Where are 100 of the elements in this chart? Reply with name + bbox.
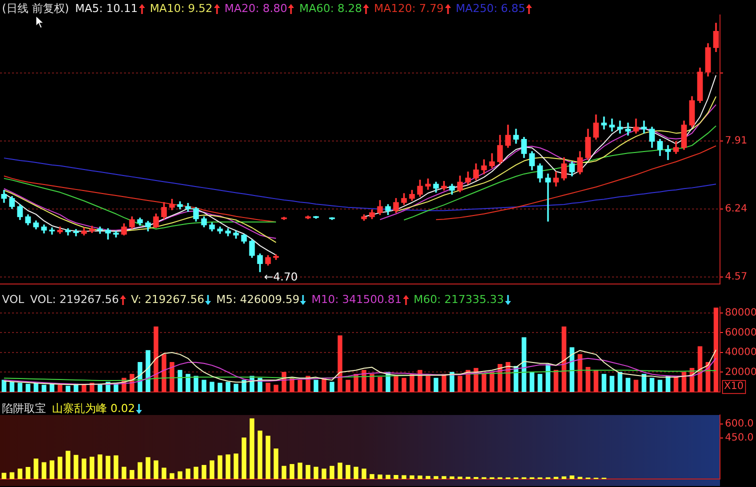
bar [242,438,246,479]
bar [386,474,390,479]
y-tick-label: 6.24 [725,204,748,215]
bar [394,475,398,479]
bar [362,468,366,479]
bar [194,376,198,392]
text: MA250: 6.85 [456,2,526,15]
bar [170,362,174,392]
bar [82,384,86,392]
bar [634,380,638,392]
text: V: 219267.56 [130,293,204,306]
bar [18,468,22,479]
bar [306,464,310,479]
annotation: ←4.70 [264,270,298,284]
bar [346,380,350,392]
bar [546,364,550,392]
bar [538,374,542,392]
bar [562,476,566,479]
bar [2,472,6,479]
bar [554,370,558,392]
y-tick-label: 60000 [725,327,756,338]
bar [186,374,190,392]
bar [90,456,94,479]
bar [578,354,582,392]
bar [50,460,54,479]
y-tick-label: 450.0 [725,432,754,444]
bar [234,454,238,479]
chart-title: VOL [2,293,24,306]
bar [330,382,334,392]
bar [442,374,446,392]
bar [2,380,6,392]
bar [346,464,350,479]
bar [322,468,326,479]
text: M60: 217335.33 [414,293,504,306]
bar [226,382,230,392]
bar [610,376,614,392]
bar [218,382,222,392]
bar [42,384,46,392]
bar [74,454,78,479]
text: MA60: 8.28 [299,2,362,15]
bar [626,378,630,392]
bar [570,475,574,479]
bar [602,374,606,392]
bar [394,376,398,392]
bar [82,458,86,479]
bar [674,376,678,392]
bar [106,456,110,479]
bar [418,476,422,479]
bar [58,456,62,479]
bar [298,462,302,479]
text: 山寨乱为峰 0.02 [52,402,135,415]
bar [450,372,454,392]
bar [298,380,302,392]
chart-title: 陷阱取宝 [2,402,46,415]
bar [322,378,326,392]
bar [594,370,598,392]
bar [154,460,158,479]
bar [202,464,206,479]
bar [490,372,494,392]
bar [698,346,702,392]
bar [26,466,30,479]
bar [114,455,118,479]
bar [58,384,62,392]
bar [18,382,22,392]
bar [42,462,46,479]
bar [210,460,214,479]
bar [138,462,142,479]
bar [370,474,374,479]
bar [146,457,150,479]
bar [282,466,286,479]
y-tick-label: 7.91 [725,136,748,147]
y-tick-label: 40000 [725,347,756,358]
bar [362,370,366,392]
text: MA10: 9.52 [150,2,213,15]
bar [642,374,646,392]
bar [122,466,126,479]
bar [410,475,414,479]
bar [522,337,526,392]
bar [162,354,166,392]
bar [170,473,174,479]
bar [274,448,278,479]
bar [218,455,222,479]
bar [530,372,534,392]
y-tick-label: 4.57 [725,272,748,283]
bar [450,476,454,479]
bar [250,418,254,479]
bar [314,466,318,479]
bar [682,372,686,392]
bar [210,382,214,392]
bar [442,476,446,479]
bar [586,366,590,392]
bar [426,376,430,392]
text: MA20: 8.80 [224,2,288,15]
bar [98,454,102,479]
bar [650,378,654,392]
bar [618,372,622,392]
bar [378,474,382,479]
text: MA120: 7.79 [374,2,444,15]
text: M5: 426009.59 [216,293,300,306]
bar [434,378,438,392]
